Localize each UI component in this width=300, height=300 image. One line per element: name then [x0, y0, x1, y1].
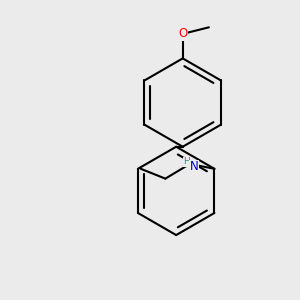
Text: H: H	[183, 158, 190, 166]
Text: O: O	[178, 27, 187, 40]
Text: N: N	[189, 160, 198, 173]
